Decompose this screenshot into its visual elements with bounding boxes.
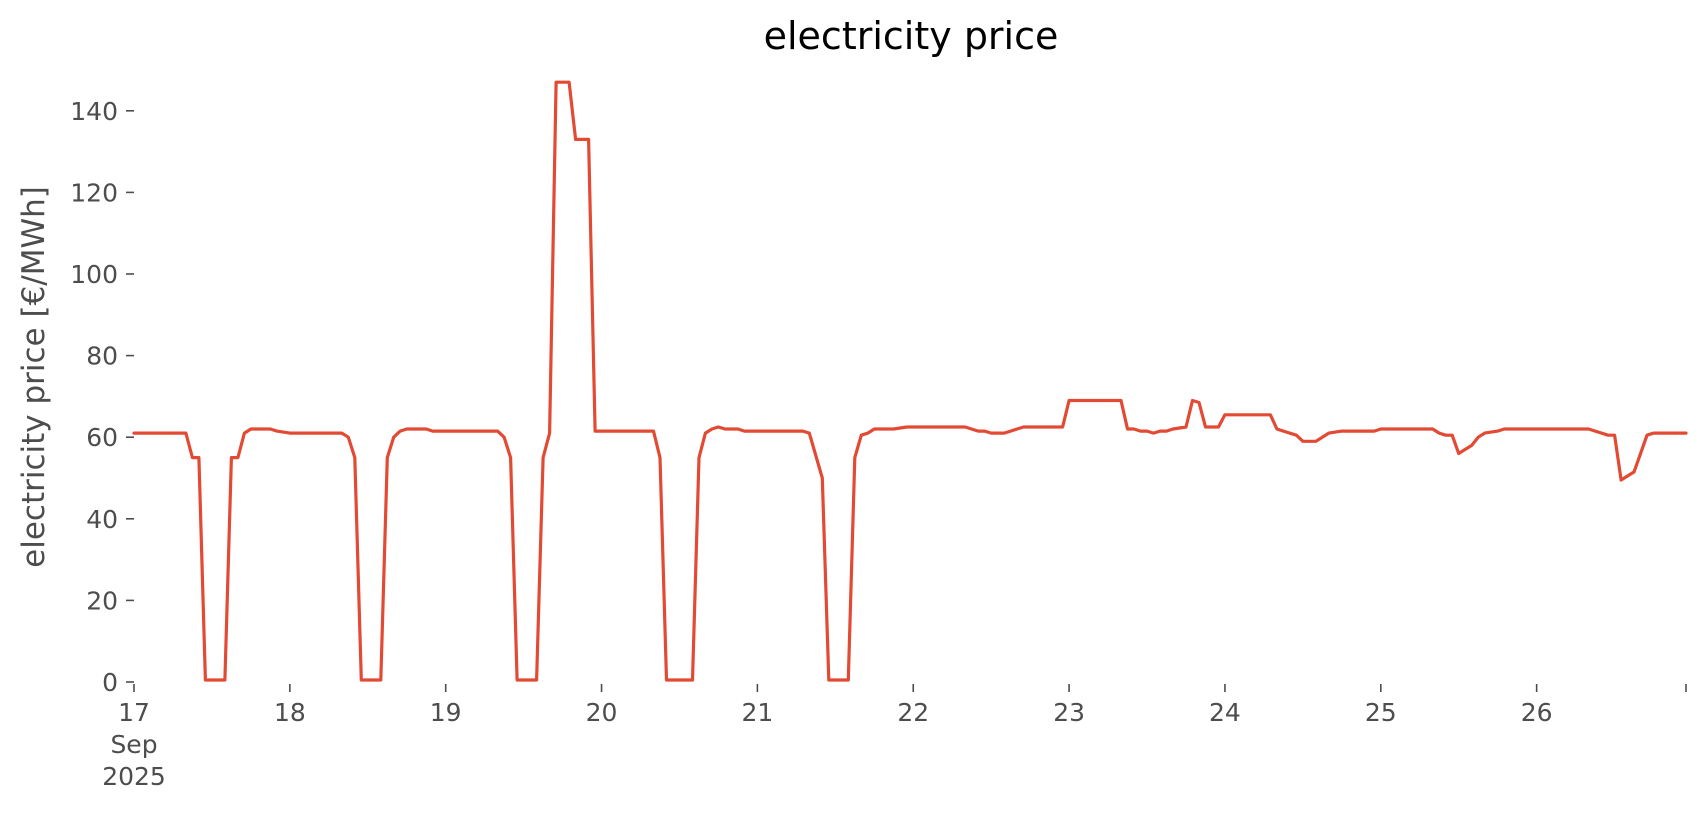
x-tick-label: 23: [1053, 698, 1085, 727]
y-tick-label: 140: [70, 97, 118, 126]
series-line: [132, 80, 1688, 682]
x-tick-label: 17 Sep 2025: [102, 698, 166, 791]
y-axis-label: electricity price [€/MWh]: [16, 186, 52, 568]
x-tick-label: 21: [741, 698, 773, 727]
y-tick-label: 100: [70, 260, 118, 289]
x-tick-label: 20: [586, 698, 618, 727]
y-tick-label: 0: [102, 668, 118, 697]
y-tick-label: 60: [86, 423, 118, 452]
y-tick-label: 80: [86, 342, 118, 371]
y-tick-label: 40: [86, 505, 118, 534]
x-tick-label: 22: [897, 698, 929, 727]
y-tick-label: 20: [86, 586, 118, 615]
series-layer: [132, 80, 1688, 682]
y-tick-label: 120: [70, 178, 118, 207]
chart-title: electricity price: [764, 14, 1059, 58]
x-tick-label: 24: [1209, 698, 1241, 727]
x-axis: 17 Sep 2025 18 19 20 21 22 23 24 25 26: [102, 684, 1687, 791]
x-tick-label: 25: [1365, 698, 1397, 727]
x-tick-label: 19: [430, 698, 462, 727]
y-axis: 0 20 40 60 80 100 120 140: [70, 97, 134, 697]
x-tick-label: 26: [1521, 698, 1553, 727]
x-tick-label: 18: [274, 698, 306, 727]
